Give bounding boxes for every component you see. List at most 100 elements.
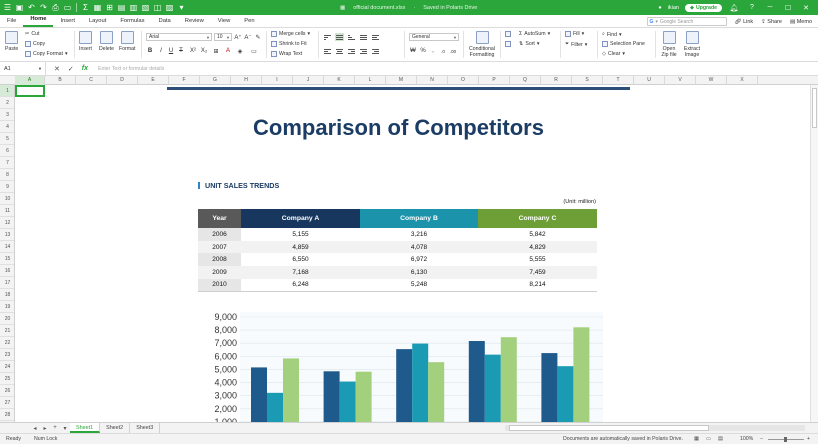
share-button[interactable]: ⇪ Share bbox=[761, 18, 782, 25]
row-header-20[interactable]: 20 bbox=[0, 313, 14, 325]
conditional-formatting-button[interactable]: Conditional Formatting bbox=[467, 31, 497, 58]
horizontal-scrollbar[interactable] bbox=[505, 425, 805, 431]
vertical-scrollbar[interactable] bbox=[810, 85, 818, 422]
sheet-tab-1[interactable]: Sheet1 bbox=[70, 423, 101, 433]
user-avatar-icon[interactable]: ● bbox=[658, 4, 662, 11]
decrease-font-icon[interactable]: A⁻ bbox=[244, 34, 252, 41]
column-header-g[interactable]: G bbox=[200, 76, 231, 85]
tab-file[interactable]: File bbox=[7, 18, 17, 24]
paste-button[interactable]: Paste bbox=[5, 31, 18, 52]
column-header-e[interactable]: E bbox=[138, 76, 169, 85]
row-header-23[interactable]: 23 bbox=[0, 349, 14, 361]
help-icon[interactable]: ? bbox=[750, 4, 754, 11]
filter-button[interactable]: ⏷ Filter ▾ bbox=[565, 41, 587, 48]
increase-font-icon[interactable]: A⁺ bbox=[234, 34, 242, 41]
tab-view[interactable]: View bbox=[217, 18, 231, 24]
column-header-u[interactable]: U bbox=[634, 76, 665, 85]
shrink-to-fit-button[interactable]: Shrink to Fit bbox=[271, 41, 307, 47]
fill-color-icon[interactable]: ◈ bbox=[237, 48, 243, 55]
row-header-2[interactable]: 2 bbox=[0, 97, 14, 109]
textbox-icon[interactable]: ▨ bbox=[165, 3, 174, 12]
row-header-1[interactable]: 1 bbox=[0, 85, 14, 97]
row-header-4[interactable]: 4 bbox=[0, 121, 14, 133]
column-header-r[interactable]: R bbox=[541, 76, 572, 85]
column-header-n[interactable]: N bbox=[417, 76, 448, 85]
row-header-18[interactable]: 18 bbox=[0, 289, 14, 301]
vertical-scroll-thumb[interactable] bbox=[812, 88, 817, 128]
column-header-i[interactable]: I bbox=[262, 76, 293, 85]
delete-button[interactable]: Delete bbox=[99, 31, 114, 52]
row-header-11[interactable]: 11 bbox=[0, 205, 14, 217]
clear-format-icon[interactable]: ✎ bbox=[255, 34, 261, 41]
maximize-icon[interactable]: ☐ bbox=[784, 4, 792, 12]
sheet-tab-3[interactable]: Sheet3 bbox=[130, 423, 161, 433]
image-icon[interactable]: ▧ bbox=[141, 3, 150, 12]
worksheet-grid[interactable]: Comparison of Competitors UNIT SALES TRE… bbox=[15, 85, 810, 422]
strikethrough-icon[interactable]: T bbox=[179, 48, 183, 54]
open-zip-button[interactable]: Open Zip file bbox=[659, 31, 679, 58]
tab-home[interactable]: Home bbox=[23, 14, 54, 27]
function-icon[interactable]: fx bbox=[81, 65, 88, 72]
decrease-indent-icon[interactable] bbox=[359, 47, 368, 55]
increase-decimal-icon[interactable]: .0 bbox=[441, 48, 445, 54]
row-header-10[interactable]: 10 bbox=[0, 193, 14, 205]
text-direction-icon[interactable] bbox=[359, 33, 368, 41]
save-icon[interactable]: ▣ bbox=[15, 3, 24, 12]
row-header-5[interactable]: 5 bbox=[0, 133, 14, 145]
zoom-in-icon[interactable]: + bbox=[807, 436, 811, 442]
more-icon[interactable]: ▾ bbox=[179, 3, 184, 12]
tab-insert[interactable]: Insert bbox=[60, 18, 75, 24]
row-header-24[interactable]: 24 bbox=[0, 361, 14, 373]
bold-icon[interactable]: B bbox=[147, 48, 153, 54]
extract-image-button[interactable]: Extract Image bbox=[681, 31, 703, 58]
formula-input[interactable]: Enter Text or formular details bbox=[97, 65, 165, 72]
selection-pane-button[interactable]: Selection Pane bbox=[602, 41, 645, 47]
sort-button[interactable]: ⇅ Sort ▾ bbox=[519, 41, 539, 47]
align-bottom-icon[interactable] bbox=[347, 33, 356, 41]
align-top-icon[interactable] bbox=[323, 33, 332, 41]
row-header-25[interactable]: 25 bbox=[0, 373, 14, 385]
row-header-22[interactable]: 22 bbox=[0, 337, 14, 349]
font-name-select[interactable]: Arial ▼ bbox=[146, 33, 212, 41]
column-header-j[interactable]: J bbox=[293, 76, 324, 85]
copy-format-button[interactable]: Copy Format ▾ bbox=[25, 51, 68, 57]
align-right-icon[interactable] bbox=[347, 47, 356, 55]
search-input[interactable]: G ▾ Google Search bbox=[646, 17, 727, 26]
table-icon[interactable]: ▦ bbox=[93, 3, 102, 12]
page-break-icon[interactable]: ▤ bbox=[718, 436, 723, 442]
number-format-select[interactable]: General ▼ bbox=[409, 33, 459, 41]
zoom-out-icon[interactable]: − bbox=[760, 436, 764, 442]
align-middle-icon[interactable] bbox=[335, 33, 344, 41]
align-left-icon[interactable] bbox=[323, 47, 332, 55]
upgrade-button[interactable]: ◆ Upgrade bbox=[684, 3, 722, 12]
minimize-icon[interactable]: ─ bbox=[767, 4, 773, 11]
find-button[interactable]: ⌕ Find ▾ bbox=[602, 31, 622, 38]
subscript-icon[interactable]: X₂ bbox=[200, 48, 208, 54]
tab-pen[interactable]: Pen bbox=[244, 18, 255, 24]
close-icon[interactable]: ✕ bbox=[803, 4, 809, 12]
preview-icon[interactable]: ▭ bbox=[63, 3, 72, 12]
row-header-17[interactable]: 17 bbox=[0, 277, 14, 289]
shape-icon[interactable]: ◫ bbox=[153, 3, 162, 12]
insert-button[interactable]: Insert bbox=[79, 31, 92, 52]
add-sheet-icon[interactable]: + bbox=[53, 425, 57, 431]
superscript-icon[interactable]: X² bbox=[190, 48, 196, 54]
undo-icon[interactable]: ↶ bbox=[28, 3, 35, 12]
row-header-3[interactable]: 3 bbox=[0, 109, 14, 121]
increase-indent-icon[interactable] bbox=[371, 47, 380, 55]
format-button[interactable]: Format bbox=[119, 31, 135, 52]
column-header-o[interactable]: O bbox=[448, 76, 479, 85]
tab-formulas[interactable]: Formulas bbox=[120, 18, 145, 24]
column-header-q[interactable]: Q bbox=[510, 76, 541, 85]
currency-icon[interactable]: ₩ bbox=[410, 48, 416, 54]
column-header-s[interactable]: S bbox=[572, 76, 603, 85]
table-style-button[interactable] bbox=[505, 31, 511, 37]
orientation-icon[interactable] bbox=[371, 33, 380, 41]
comma-icon[interactable]: , bbox=[432, 48, 434, 54]
row-header-6[interactable]: 6 bbox=[0, 145, 14, 157]
percent-icon[interactable]: % bbox=[420, 48, 426, 54]
row-header-28[interactable]: 28 bbox=[0, 409, 14, 421]
column-header-t[interactable]: T bbox=[603, 76, 634, 85]
tab-data[interactable]: Data bbox=[158, 18, 171, 24]
column-header-d[interactable]: D bbox=[107, 76, 138, 85]
